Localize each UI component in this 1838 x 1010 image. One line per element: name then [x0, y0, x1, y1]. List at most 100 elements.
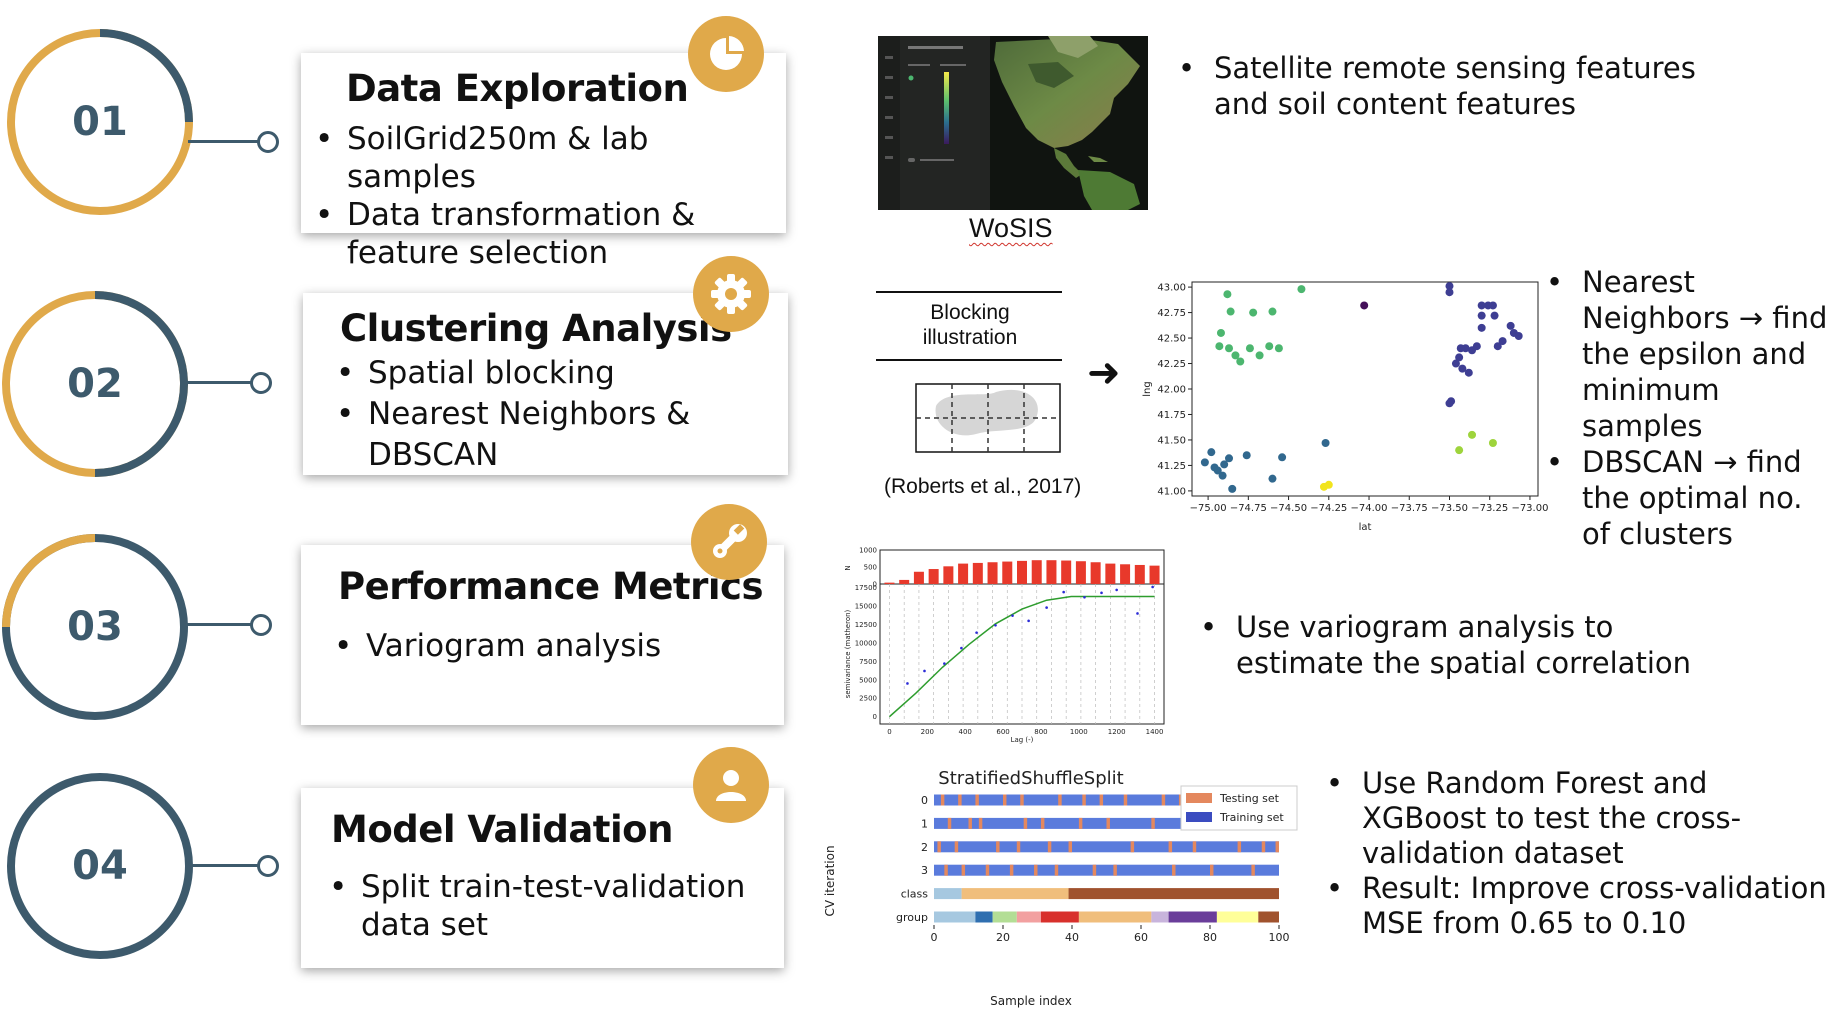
- step-4-bullets: Split train-test-validation data set: [323, 868, 763, 944]
- cv-class-segment: [961, 888, 1069, 900]
- scatter-point-cluster-blue: [1220, 460, 1229, 469]
- step-4-connector-dot: [257, 855, 279, 877]
- variogram-model-curve: [888, 595, 1155, 718]
- variogram-empirical-point: [975, 631, 978, 634]
- step-3-title: Performance Metrics: [338, 565, 763, 608]
- variogram-hist-y-label: N: [844, 565, 852, 570]
- cv-test-sample: [1192, 841, 1197, 853]
- step-2-bullet: Nearest Neighbors & DBSCAN: [330, 394, 750, 476]
- cv-test-sample: [1210, 864, 1214, 876]
- cv-legend-test-swatch: [1186, 793, 1212, 803]
- scatter-point-cluster-dark: [1360, 301, 1369, 310]
- blocking-to-scatter-arrow: ➜: [1087, 350, 1121, 396]
- cv-test-sample: [968, 817, 972, 829]
- cv-split-chart: StratifiedShuffleSplit 0 1 2 3 class group 0 2…: [820, 762, 1300, 1010]
- variogram-empirical-point: [1115, 588, 1118, 592]
- step-4-number: 04: [72, 843, 128, 889]
- cv-group-segment: [1016, 911, 1041, 923]
- scatter-y-tick-label: 41.00: [1157, 486, 1186, 497]
- note-text: Use Random Forest and XGBoost to test th…: [1362, 766, 1742, 870]
- step-2-connector: [182, 381, 262, 384]
- step-1-number: 01: [72, 99, 128, 145]
- note-item: Use Random Forest and XGBoost to test th…: [1320, 766, 1838, 871]
- cv-test-sample: [1151, 817, 1155, 829]
- scatter-y-tick-label: 41.75: [1157, 410, 1186, 421]
- cv-test-sample: [1106, 817, 1110, 829]
- step-3-ring: [2, 534, 188, 720]
- variogram-empirical-point: [923, 669, 926, 673]
- variogram-hist-bar: [958, 563, 969, 584]
- scatter-point-cluster-purple: [1498, 337, 1507, 346]
- dbscan-scatter-chart: 41.00 41.25 41.50 41.75 42.00 42.25 42.50 42.75…: [1138, 278, 1550, 538]
- cv-group-segment: [1168, 911, 1217, 923]
- scatter-point-cluster-green: [1215, 342, 1224, 351]
- variogram-hist-bar: [1017, 560, 1027, 584]
- cv-test-sample: [1009, 864, 1014, 876]
- note-item: DBSCAN → find the optimal no. of cluster…: [1540, 444, 1838, 552]
- scatter-point-cluster-purple: [1493, 342, 1502, 351]
- cv-group-segment: [1258, 911, 1279, 923]
- gear-icon: [711, 274, 751, 314]
- step-4-title: Model Validation: [331, 808, 673, 851]
- cv-test-sample: [961, 864, 966, 876]
- scatter-plot-area: [1191, 281, 1539, 497]
- cv-train-bar: [934, 794, 1279, 806]
- step-3-bullets: Variogram analysis: [328, 627, 748, 665]
- variogram-chart: 0 500 1000 0 2500 5000 7500 10000 12500 15000 175…: [838, 546, 1168, 746]
- step-4-circle: 04: [5, 771, 195, 961]
- variogram-hist-bar: [1002, 561, 1013, 584]
- variogram-empirical-point: [1136, 612, 1139, 615]
- cv-group-segment: [1151, 911, 1169, 923]
- variogram-hist-bar: [1090, 562, 1101, 584]
- step-2-title: Clustering Analysis: [340, 307, 732, 350]
- cv-chart-title: StratifiedShuffleSplit: [938, 768, 1123, 789]
- scatter-point-cluster-blue: [1268, 474, 1277, 483]
- scatter-point-cluster-purple: [1506, 321, 1515, 330]
- step-2-connector-dot: [250, 372, 272, 394]
- scatter-point-cluster-green: [1226, 307, 1235, 316]
- cv-test-sample: [1168, 841, 1173, 853]
- scatter-point-cluster-green: [1245, 344, 1254, 353]
- variogram-empirical-point: [1100, 591, 1103, 595]
- variogram-empirical-point: [906, 682, 909, 685]
- cv-legend-train-swatch: [1186, 812, 1212, 822]
- variogram-hist-bar: [972, 562, 983, 584]
- variogram-y-tick-label: 5000: [859, 676, 877, 684]
- scatter-x-tick-label: −73.25: [1471, 503, 1508, 514]
- step-1-ring: [7, 29, 193, 215]
- dbscan-scatter-svg: 41.00 41.25 41.50 41.75 42.00 42.25 42.50 42.75…: [1142, 281, 1548, 533]
- scatter-point-cluster-blue: [1242, 451, 1251, 460]
- cv-test-sample: [1020, 794, 1024, 806]
- step-1-title: Data Exploration: [346, 67, 689, 110]
- step-1-progress-arc: [99, 29, 193, 123]
- scatter-point-cluster-blue: [1278, 453, 1287, 462]
- variogram-hist-bar: [913, 571, 924, 584]
- cv-test-sample: [1113, 864, 1117, 876]
- variogram-empirical-point: [943, 662, 946, 665]
- cv-x-tick-label: 60: [1134, 931, 1148, 944]
- cv-test-sample: [1034, 864, 1038, 876]
- row-1-notes: Satellite remote sensing features and so…: [1172, 50, 1732, 122]
- cv-group-segment: [1040, 911, 1079, 923]
- scatter-point-cluster-blue: [1218, 471, 1227, 480]
- scatter-point-cluster-purple: [1445, 399, 1454, 408]
- scatter-point-cluster-purple: [1464, 368, 1473, 377]
- variogram-y-tick-label: 17500: [855, 584, 877, 592]
- scatter-point-cluster-purple: [1488, 301, 1497, 310]
- step-1-circle: 01: [5, 27, 195, 217]
- scatter-x-tick-label: −74.75: [1230, 503, 1267, 514]
- cv-test-sample: [1261, 841, 1266, 853]
- cv-test-sample: [1068, 841, 1072, 853]
- cv-test-sample: [1040, 817, 1045, 829]
- scatter-point-cluster-purple: [1445, 288, 1454, 297]
- variogram-hist-tick-label: 0: [873, 581, 877, 589]
- cv-test-sample: [1275, 841, 1279, 853]
- step-2-ring: [2, 291, 188, 477]
- cv-x-tick-label: 0: [931, 931, 938, 944]
- variogram-empirical-point: [1011, 614, 1014, 617]
- cv-test-sample: [1092, 864, 1097, 876]
- cv-x-tick-label: 20: [996, 931, 1010, 944]
- step-2-circle: 02: [0, 289, 190, 479]
- scatter-point-cluster-purple: [1468, 346, 1477, 355]
- step-2-bullets: Spatial blocking Nearest Neighbors & DBS…: [330, 353, 750, 476]
